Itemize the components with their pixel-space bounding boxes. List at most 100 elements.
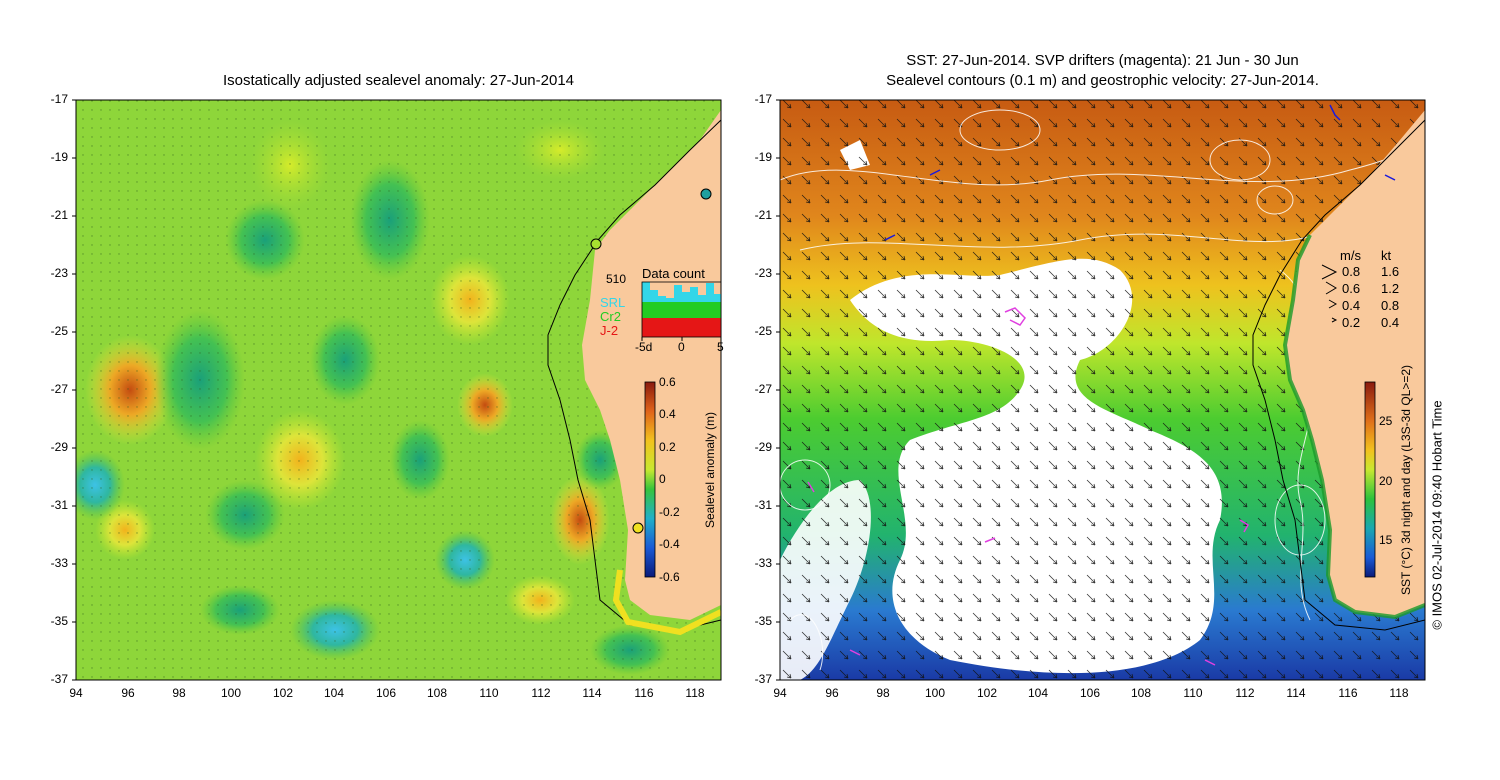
sst-colorbar-tick: 15 [1379, 533, 1393, 547]
australia-land [1285, 100, 1425, 680]
x-tick-left: 108 [426, 686, 448, 700]
x-tick-right: 106 [1079, 686, 1101, 700]
sla-map [76, 100, 721, 680]
y-tick-left: -29 [50, 440, 68, 454]
x-tick-right: 118 [1389, 686, 1409, 700]
y-tick-left: -23 [50, 266, 68, 280]
sst-cold-patches [884, 104, 1396, 241]
y-tick-right: -21 [754, 208, 772, 222]
sealevel-contours [780, 109, 1425, 671]
shelf-contour [547, 119, 721, 631]
x-tick-left: 98 [172, 686, 186, 700]
y-tick-left: -21 [50, 208, 68, 222]
sst-colorbar [1364, 381, 1376, 578]
y-tick-left: -31 [50, 498, 68, 512]
velocity-legend-ms: 0.2 [1342, 315, 1361, 330]
x-tick-left: 110 [479, 686, 499, 700]
sla-colorbar-tick: -0.4 [659, 537, 680, 551]
y-tick-right: -37 [754, 672, 772, 686]
y-tick-right: -25 [754, 324, 772, 338]
mission-label-srl: SRL [600, 295, 626, 310]
y-tick-right: -29 [754, 440, 772, 454]
right-map-title-line1: SST: 27-Jun-2014. SVP drifters (magenta)… [906, 52, 1299, 69]
data-count-title: Data count [642, 266, 705, 281]
x-tick-right: 110 [1183, 686, 1203, 700]
y-tick-right: -17 [754, 92, 772, 106]
svp-drifter-tracks [807, 307, 1250, 666]
axis-tick-marks [72, 99, 780, 681]
sla-colorbar [644, 381, 656, 578]
x-tick-right: 112 [1235, 686, 1255, 700]
sla-colorbar-tick: -0.2 [659, 505, 680, 519]
x-tick-right: 96 [825, 686, 839, 700]
y-tick-left: -27 [50, 382, 68, 396]
x-tick-left: 104 [323, 686, 345, 700]
y-tick-left: -25 [50, 324, 68, 338]
x-tick-left: 112 [531, 686, 551, 700]
coastal-warm-sst [1282, 234, 1425, 620]
tide-gauge-marker [632, 522, 644, 534]
count-x-tick: 5 [717, 340, 724, 354]
x-tick-left: 102 [272, 686, 294, 700]
sst-colorbar-label: SST (°C) 3d night and day (L3S-3d QL>=2) [1399, 364, 1413, 596]
velocity-legend-arrows [1321, 264, 1338, 323]
x-tick-left: 118 [685, 686, 705, 700]
x-tick-left: 94 [69, 686, 83, 700]
sst-colorbar-tick: 25 [1379, 414, 1393, 428]
x-tick-right: 94 [773, 686, 787, 700]
count-x-tick: -5d [635, 340, 653, 354]
y-tick-right: -27 [754, 382, 772, 396]
x-tick-left: 116 [634, 686, 654, 700]
x-tick-left: 100 [220, 686, 242, 700]
y-tick-left: -37 [50, 672, 68, 686]
sla-colorbar-tick: 0.4 [659, 407, 676, 421]
coastal-sla-band [612, 569, 721, 636]
tide-gauge-marker [700, 188, 712, 200]
velocity-legend-ms: 0.4 [1342, 298, 1361, 313]
x-tick-right: 108 [1130, 686, 1152, 700]
velocity-legend-header-ms: m/s [1340, 248, 1361, 263]
x-tick-left: 106 [375, 686, 397, 700]
mission-label-j2: J-2 [600, 323, 619, 338]
y-tick-left: -35 [50, 614, 68, 628]
x-tick-right: 114 [1286, 686, 1306, 700]
sst-map-frame [779, 99, 1426, 681]
tide-gauge-marker [590, 238, 602, 250]
sla-colorbar-tick: -0.6 [659, 570, 680, 584]
y-tick-left: -19 [50, 150, 68, 164]
x-tick-right: 100 [924, 686, 946, 700]
y-tick-left: -17 [50, 92, 68, 106]
sst-map [780, 100, 1425, 680]
sla-colorbar-tick: 0 [659, 472, 666, 486]
velocity-legend-kt: 0.4 [1381, 315, 1400, 330]
left-map-title: Isostatically adjusted sealevel anomaly:… [222, 72, 575, 89]
sla-colorbar-tick: 0.2 [659, 440, 676, 454]
count-x-tick: 0 [678, 340, 685, 354]
sla-colorbar-label: Sealevel anomaly (m) [703, 411, 717, 529]
y-tick-right: -33 [754, 556, 772, 570]
velocity-legend-kt: 0.8 [1381, 298, 1400, 313]
x-tick-right: 116 [1338, 686, 1358, 700]
velocity-legend-kt: 1.2 [1381, 281, 1400, 296]
x-tick-right: 98 [876, 686, 890, 700]
sst-colorbar-tick: 20 [1379, 474, 1393, 488]
x-tick-right: 104 [1027, 686, 1049, 700]
y-tick-right: -31 [754, 498, 772, 512]
velocity-legend-kt: 1.6 [1381, 264, 1400, 279]
y-tick-left: -33 [50, 556, 68, 570]
count-bar-j2 [642, 318, 721, 337]
right-map-title-line2: Sealevel contours (0.1 m) and geostrophi… [886, 72, 1319, 89]
velocity-legend-ms: 0.6 [1342, 281, 1361, 296]
velocity-legend-ms: 0.8 [1342, 264, 1361, 279]
x-tick-left: 114 [582, 686, 602, 700]
credit-text: © IMOS 02-Jul-2014 09:40 Hobart Time [1429, 400, 1445, 630]
shelf-contour [1252, 119, 1425, 631]
y-tick-right: -23 [754, 266, 772, 280]
velocity-legend-header-kt: kt [1381, 248, 1392, 263]
y-tick-right: -19 [754, 150, 772, 164]
data-count-max-label: 510 [606, 272, 627, 286]
y-tick-right: -35 [754, 614, 772, 628]
data-count-inset [641, 281, 722, 341]
sla-colorbar-tick: 0.6 [659, 375, 676, 389]
